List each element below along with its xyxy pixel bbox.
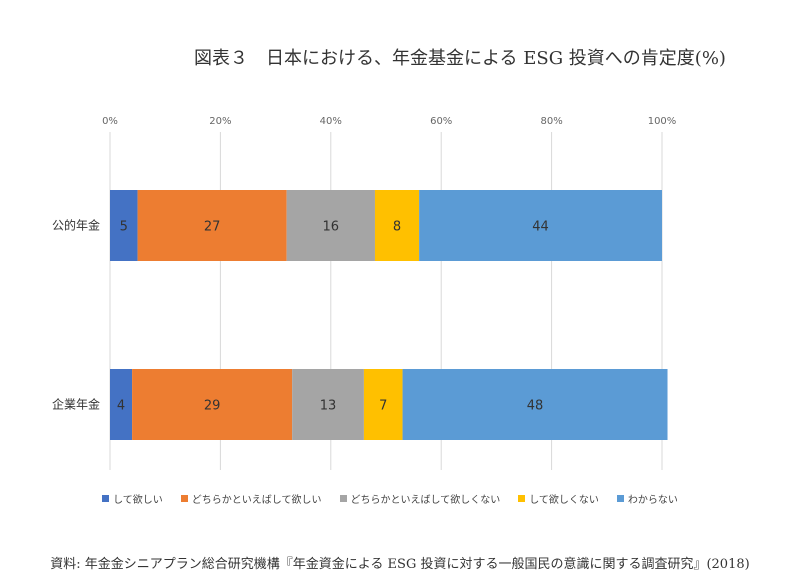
legend-item: して欲しくない [518,491,599,506]
data-label: 27 [204,220,221,235]
data-label: 7 [379,399,387,414]
legend-label: わからない [627,495,678,506]
legend-item: どちらかといえばして欲しくない [339,491,501,506]
x-tick-label: 80% [540,116,562,127]
data-label: 44 [532,220,549,235]
x-tick-label: 0% [102,116,118,127]
legend-item: して欲しい [102,491,163,506]
x-tick-label: 20% [209,116,231,127]
bar-segment [374,190,420,261]
bar-segment [419,190,662,261]
legend-swatch [616,495,624,502]
x-tick-label: 40% [320,116,342,127]
chart-title: 図表３ 日本における、年金基金による ESG 投資への肯定度(%) [194,48,726,69]
legend: して欲しい どちらかといえばして欲しい どちらかといえばして欲しくない して欲しくない… [100,491,680,506]
legend-label: どちらかといえばして欲しくない [350,495,501,506]
bar-segment [402,369,668,440]
category-label: 公的年金 [52,218,100,233]
legend-swatch [518,495,526,502]
bar-segment [132,369,293,440]
data-label: 8 [393,220,401,235]
legend-label: して欲しくない [529,495,599,506]
legend-item: わからない [616,491,678,506]
bar-segment [292,369,364,440]
data-label: 29 [204,399,221,414]
bar-segment [137,190,287,261]
x-tick-label: 60% [430,116,452,127]
data-label: 13 [320,399,337,414]
bar-segment [110,190,138,261]
data-label: 16 [323,220,340,235]
data-label: 5 [120,220,128,235]
data-label: 4 [117,399,125,414]
legend-swatch [180,495,188,502]
category-label: 企業年金 [52,397,100,412]
data-label: 48 [527,399,544,414]
x-tick-label: 100% [648,116,677,127]
bar-segment [286,190,375,261]
source-note: 資料: 年金金シニアプラン総合研究機構『年金資金による ESG 投資に対する一般… [50,557,750,572]
bar-segment [363,369,403,440]
legend-swatch [339,495,347,502]
legend-swatch [102,495,110,502]
legend-label: して欲しい [113,495,163,506]
legend-label: どちらかといえばして欲しい [191,495,322,506]
legend-item: どちらかといえばして欲しい [180,491,322,506]
bar-segment [110,369,133,440]
